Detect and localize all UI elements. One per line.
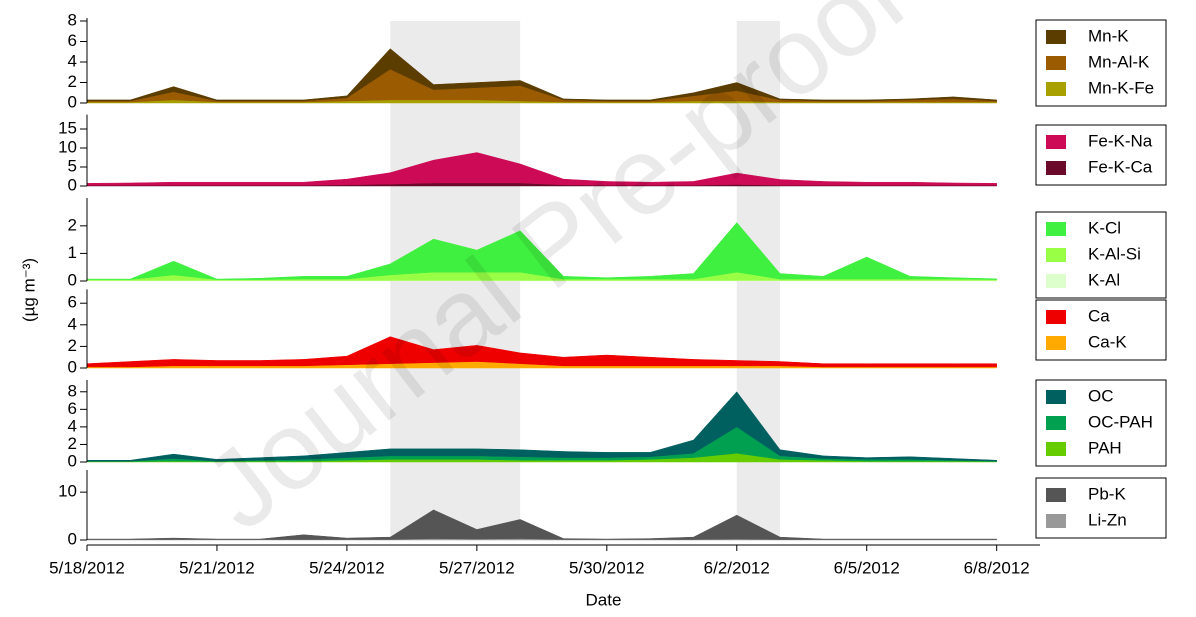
legend-label: Ca-K	[1088, 332, 1127, 351]
legend-label: PAH	[1088, 438, 1122, 457]
legend-swatch	[1046, 248, 1066, 262]
y-tick-label: 8	[68, 381, 77, 400]
y-tick-label: 0	[68, 270, 77, 289]
legend-swatch	[1046, 274, 1066, 288]
y-tick-label: 15	[58, 118, 77, 137]
x-tick-label: 5/21/2012	[179, 558, 255, 577]
x-tick-label: 6/8/2012	[964, 558, 1030, 577]
plots: 02468Mn-KMn-Al-KMn-K-Fe051015Fe-K-NaFe-K…	[19, 10, 1167, 609]
y-tick-label: 8	[68, 10, 77, 29]
legend-swatch	[1046, 56, 1066, 70]
legend-label: OC	[1088, 386, 1114, 405]
legend-swatch	[1046, 30, 1066, 44]
legend-label: K-Cl	[1088, 218, 1121, 237]
legend-label: Fe-K-Ca	[1088, 157, 1153, 176]
y-tick-label: 0	[68, 451, 77, 470]
legend-label: Fe-K-Na	[1088, 131, 1153, 150]
legend-swatch	[1046, 514, 1066, 528]
x-tick-label: 5/18/2012	[49, 558, 125, 577]
x-axis-label: Date	[586, 590, 622, 609]
legend-swatch	[1046, 390, 1066, 404]
legend-label: K-Al-Si	[1088, 244, 1141, 263]
panel: 02 46 8 Mn-K Mn-Al-K Mn-K-Fe	[68, 10, 1167, 111]
y-tick-label: 6	[68, 293, 77, 312]
legend-swatch	[1046, 442, 1066, 456]
y-tick-label: 6	[68, 31, 77, 50]
y-tick-label: 0	[68, 92, 77, 111]
x-tick-label: 5/27/2012	[439, 558, 515, 577]
y-tick-label: 6	[68, 399, 77, 418]
legend-swatch	[1046, 82, 1066, 96]
y-tick-label: 4	[68, 416, 77, 435]
area	[86, 152, 997, 186]
x-tick-label: 5/24/2012	[309, 558, 385, 577]
legend-swatch	[1046, 310, 1066, 324]
y-tick-label: 4	[68, 51, 77, 70]
legend-label: Mn-K-Fe	[1088, 78, 1154, 97]
legend-swatch	[1046, 135, 1066, 149]
y-tick-label: 2	[68, 72, 77, 91]
area	[86, 509, 997, 540]
y-axis-label: (µg m⁻³)	[19, 258, 38, 322]
legend-swatch	[1046, 222, 1066, 236]
panel: 0 2 4 6 Ca Ca-K	[68, 289, 1167, 376]
legend-label: Pb-K	[1088, 484, 1126, 503]
y-tick-label: 2	[68, 336, 77, 355]
area	[86, 391, 997, 462]
y-tick-label: 0	[68, 357, 77, 376]
area	[86, 336, 997, 368]
area	[86, 222, 997, 280]
legend-label: OC-PAH	[1088, 412, 1153, 431]
panel: 0 10 5/18/2012 5/21/2012 5/24/2012 5/27/2012 5…	[49, 470, 1167, 609]
y-tick-label: 0	[68, 175, 77, 194]
y-tick-label: 10	[58, 482, 77, 501]
x-tick-label: 5/30/2012	[569, 558, 645, 577]
x-tick-label: 6/5/2012	[834, 558, 900, 577]
y-tick-label: 5	[68, 156, 77, 175]
legend-label: Li-Zn	[1088, 510, 1127, 529]
legend-swatch	[1046, 161, 1066, 175]
legend-swatch	[1046, 336, 1066, 350]
y-tick-label: 2	[68, 215, 77, 234]
y-tick-label: 0	[68, 529, 77, 548]
y-tick-label: 1	[68, 243, 77, 262]
y-tick-label: 10	[58, 137, 77, 156]
legend-swatch	[1046, 488, 1066, 502]
legend-label: Mn-Al-K	[1088, 52, 1150, 71]
legend-label: Mn-K	[1088, 26, 1129, 45]
x-tick-label: 6/2/2012	[704, 558, 770, 577]
legend-label: Ca	[1088, 306, 1110, 325]
legend-swatch	[1046, 416, 1066, 430]
area	[86, 48, 997, 102]
y-tick-label: 4	[68, 314, 77, 333]
legend-label: K-Al	[1088, 270, 1120, 289]
y-tick-label: 2	[68, 434, 77, 453]
panel: 0 1 2 (µg m⁻³) K-Cl K-Al-Si K-Al	[19, 198, 1167, 322]
